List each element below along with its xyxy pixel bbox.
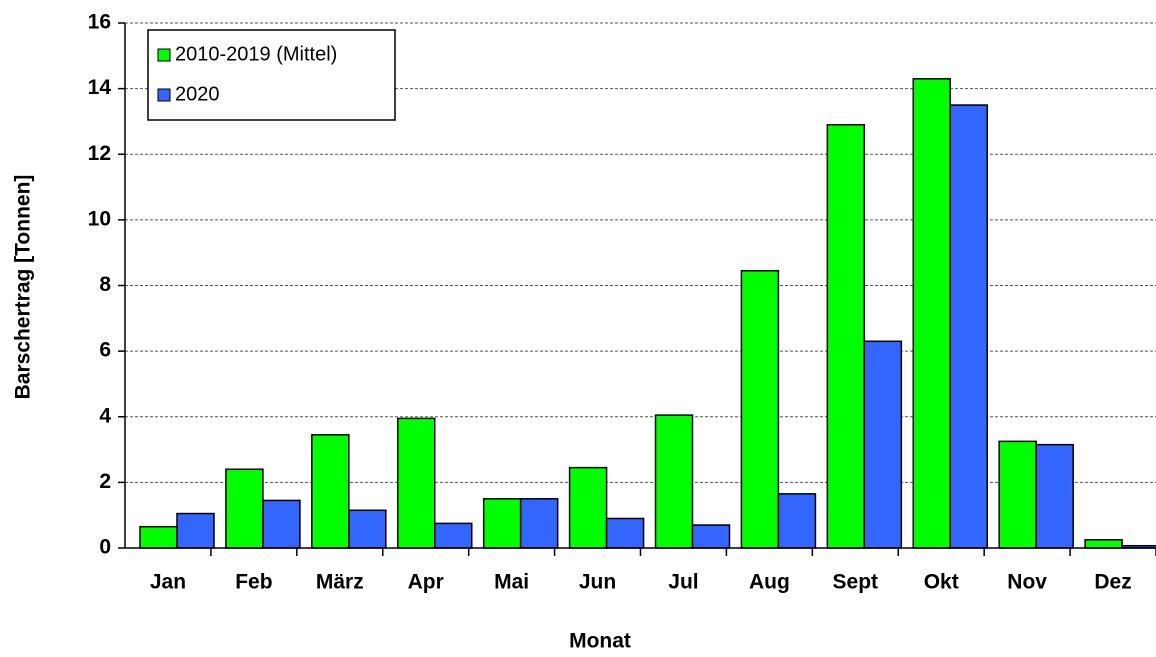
x-tick-label: Apr: [408, 571, 444, 594]
y-tick-label: 14: [88, 76, 112, 99]
bar: [519, 498, 559, 549]
y-tick-label: 2: [99, 470, 111, 493]
bar: [311, 434, 350, 549]
y-tick-label: 6: [99, 339, 111, 362]
legend-swatch: [157, 48, 171, 62]
x-tick-label: Okt: [924, 571, 959, 594]
y-tick-label: 12: [88, 142, 111, 165]
bar: [605, 517, 645, 549]
x-tick-label: Mai: [494, 571, 529, 594]
bar: [949, 104, 988, 549]
y-tick-label: 8: [99, 273, 111, 296]
x-tick-label: März: [316, 571, 364, 594]
bar: [740, 269, 780, 549]
bar: [1084, 539, 1123, 549]
x-tick-label: Aug: [749, 571, 790, 594]
x-tick-label: Jul: [668, 571, 698, 594]
bar: [348, 509, 387, 549]
x-tick-label: Feb: [235, 571, 272, 594]
bar: [912, 78, 951, 549]
x-tick-label: Sept: [833, 571, 879, 594]
bar: [998, 440, 1037, 549]
y-tick-label: 0: [99, 536, 111, 559]
bar: [568, 466, 608, 549]
bar: [826, 123, 866, 549]
bar: [262, 499, 301, 549]
bar: [863, 340, 903, 549]
bar: [225, 468, 264, 549]
bar: [482, 498, 522, 549]
x-tick-label: Dez: [1094, 571, 1131, 594]
x-axis-label: Monat: [569, 630, 631, 653]
x-tick-label: Jun: [579, 571, 616, 594]
bar: [397, 417, 436, 549]
bar: [1035, 443, 1074, 549]
x-tick-label: Nov: [1007, 571, 1047, 594]
y-tick-label: 4: [99, 404, 111, 427]
y-tick-label: 16: [88, 11, 111, 34]
bar: [176, 512, 215, 549]
legend-label: 2010-2019 (Mittel): [175, 43, 337, 65]
legend-swatch: [157, 88, 171, 102]
bar: [691, 524, 731, 549]
y-tick-label: 10: [88, 207, 111, 230]
bar: [777, 493, 817, 549]
legend-label: 2020: [175, 83, 220, 105]
y-axis-label: Barschertrag [Tonnen]: [12, 175, 35, 400]
x-tick-label: Jan: [150, 571, 186, 594]
bar: [139, 525, 178, 549]
legend-box: [147, 29, 396, 121]
bar: [654, 414, 694, 549]
bar: [434, 522, 473, 549]
